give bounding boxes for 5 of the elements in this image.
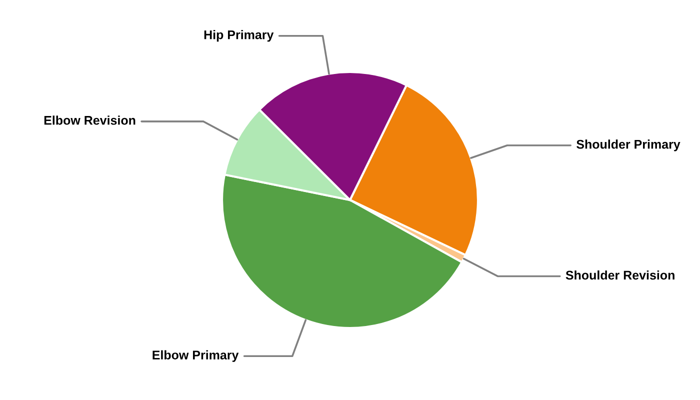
slice-label: Shoulder Revision [566, 270, 674, 280]
slice-label: Hip Primary [204, 30, 274, 42]
slice-label: Shoulder Primary [576, 140, 680, 152]
slice-label: Elbow Primary [152, 350, 239, 362]
slice-label: Elbow Revision [44, 116, 136, 125]
